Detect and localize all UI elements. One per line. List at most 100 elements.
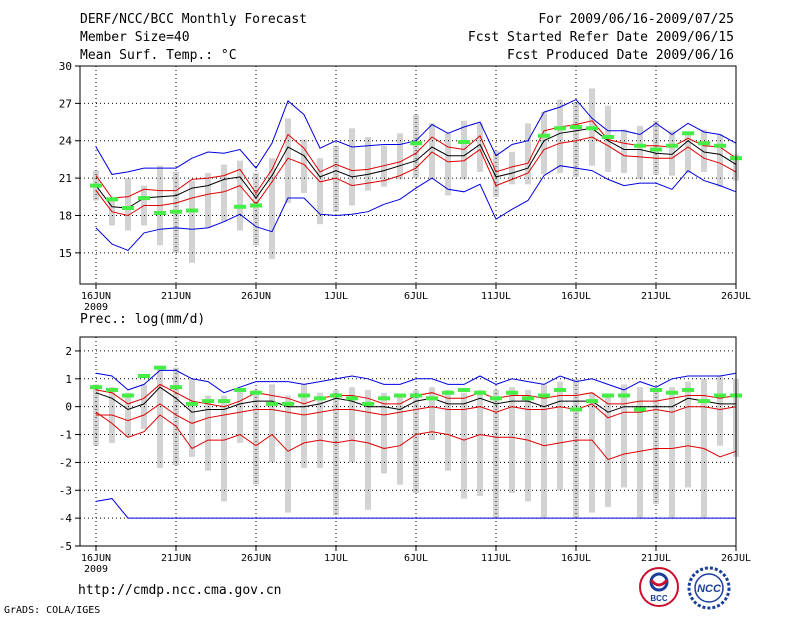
temp-xtick-label-7: 21JUL (641, 291, 671, 302)
prec-range-bar-29 (557, 381, 563, 491)
prec-observed-33 (618, 393, 630, 398)
temp-range-bar-34 (637, 125, 643, 180)
temp-range-bar-6 (189, 180, 195, 263)
temp-year-label: 2009 (84, 302, 108, 313)
prec-observed-38 (698, 399, 710, 404)
temp-observed-28 (538, 133, 550, 138)
temp-range-bar-7 (205, 173, 211, 228)
prec-observed-2 (122, 393, 134, 398)
temp-series-lower (95, 136, 737, 217)
temp-observed-3 (138, 196, 150, 201)
temp-range-bar-25 (493, 150, 499, 197)
prec-ytick-label-0: -5 (59, 540, 72, 553)
prec-observed-35 (650, 387, 662, 392)
temp-range-bar-37 (685, 133, 691, 174)
prec-range-bar-13 (301, 384, 307, 468)
prec-range-bar-35 (653, 389, 659, 505)
temp-ytick-label-1: 18 (59, 209, 72, 222)
temp-observed-6 (186, 208, 198, 213)
prec-observed-23 (458, 387, 470, 392)
prec-range-bar-25 (493, 389, 499, 519)
prec-series-mean (95, 386, 736, 413)
grads-credit: GrADS: COLA/IGES (4, 605, 101, 616)
temp-range-bar-13 (301, 139, 307, 194)
temp-observed-9 (234, 204, 246, 209)
prec-range-bar-2 (125, 392, 131, 438)
prec-xtick-label-2: 26JUN (241, 553, 271, 564)
prec-range-bar-14 (317, 392, 323, 468)
prec-range-bar-31 (589, 392, 595, 513)
temp-range-bar-2 (125, 178, 131, 231)
temp-range-bar-29 (557, 99, 563, 174)
prec-ytick-label-3: -2 (59, 456, 72, 469)
prec-range-bar-6 (189, 378, 195, 457)
prec-range-bar-30 (573, 378, 579, 519)
prec-range-bar-7 (205, 395, 211, 471)
temp-range-bar-19 (397, 133, 403, 180)
temp-observed-0 (90, 183, 102, 188)
temp-range-bar-23 (461, 120, 467, 180)
temp-xtick-label-3: 1JUL (324, 291, 348, 302)
prec-observed-12 (282, 401, 294, 406)
temp-observed-39 (714, 143, 726, 148)
temp-range-bar-36 (669, 130, 675, 176)
prec-observed-6 (186, 401, 198, 406)
temp-observed-29 (554, 126, 566, 131)
chart-title: DERF/NCC/BCC Monthly Forecast (80, 12, 307, 27)
prec-range-bar-23 (461, 392, 467, 499)
prec-observed-17 (362, 401, 374, 406)
temp-observed-1 (106, 197, 118, 202)
temp-ytick-label-4: 27 (59, 97, 72, 110)
prec-observed-7 (202, 399, 214, 404)
temp-plot-frame (79, 65, 737, 285)
prec-range-bar-24 (477, 389, 483, 496)
prec-observed-5 (170, 385, 182, 390)
prec-observed-1 (106, 387, 118, 392)
prec-range-bar-8 (221, 395, 227, 502)
prec-observed-31 (586, 399, 598, 404)
temp-range-bar-27 (525, 123, 531, 185)
temp-xtick-label-4: 6JUL (404, 291, 428, 302)
prec-range-bar-19 (397, 395, 403, 485)
temp-range-bar-26 (509, 151, 515, 185)
prec-observed-15 (330, 393, 342, 398)
ncc-logo-text: NCC (697, 583, 722, 595)
temp-ytick-label-5: 30 (59, 60, 72, 73)
temp-range-bar-8 (221, 164, 227, 222)
temp-ytick-label-2: 21 (59, 172, 72, 185)
prec-range-bar-15 (333, 389, 339, 516)
temp-ytick-label-3: 24 (59, 135, 73, 148)
prec-range-bar-5 (173, 367, 179, 466)
prec-range-bar-27 (525, 389, 531, 502)
prec-range-bar-26 (509, 387, 515, 494)
prec-range-bar-4 (157, 367, 163, 468)
prec-observed-0 (90, 385, 102, 390)
temp-series-upper (95, 120, 737, 199)
prec-year-label: 2009 (84, 564, 108, 575)
temp-observed-30 (570, 125, 582, 130)
temp-observed-23 (458, 139, 470, 144)
prec-observed-18 (378, 396, 390, 401)
temp-observed-37 (682, 131, 694, 136)
temp-observed-2 (122, 206, 134, 211)
temp-observed-38 (698, 141, 710, 146)
temp-xtick-label-2: 26JUN (241, 291, 271, 302)
produced-date: Fcst Produced Date 2009/06/16 (507, 48, 734, 63)
temp-ytick-label-0: 15 (59, 247, 72, 260)
bcc-logo: BCC (638, 566, 680, 608)
temp-observed-31 (586, 126, 598, 131)
temp-xtick-label-0: 16JUN (81, 291, 111, 302)
prec-series-bottom (95, 498, 736, 519)
prec-range-bar-33 (621, 384, 627, 488)
prec-observed-19 (394, 393, 406, 398)
prec-series-lower (96, 403, 737, 424)
prec-observed-9 (234, 387, 246, 392)
prec-xtick-label-1: 21JUN (161, 553, 191, 564)
prec-observed-10 (250, 390, 262, 395)
prec-observed-28 (538, 393, 550, 398)
prec-observed-16 (346, 396, 358, 401)
temp-range-bar-21 (429, 123, 435, 180)
member-size-label: Member Size=40 (80, 30, 190, 45)
temp-range-bar-30 (573, 102, 579, 177)
prec-observed-36 (666, 390, 678, 395)
